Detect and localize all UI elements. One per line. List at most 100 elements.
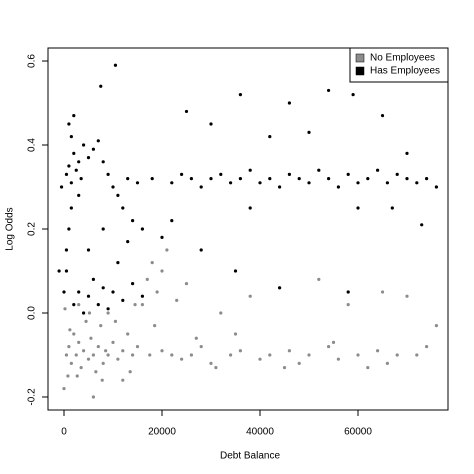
point: [101, 160, 105, 164]
point: [209, 177, 213, 181]
point: [155, 290, 159, 294]
point: [62, 290, 66, 294]
point: [106, 172, 110, 177]
point: [179, 357, 184, 361]
point: [189, 177, 193, 181]
point: [385, 361, 390, 365]
point: [121, 206, 125, 210]
point: [77, 160, 81, 164]
point: [67, 122, 71, 126]
point: [160, 269, 164, 273]
point: [77, 290, 81, 294]
point: [121, 349, 125, 353]
point: [228, 181, 233, 185]
point: [111, 290, 115, 294]
x-tick-label: 40000: [246, 427, 274, 438]
point: [86, 248, 91, 252]
point: [94, 370, 98, 374]
point: [327, 88, 331, 93]
point: [67, 344, 71, 349]
point: [128, 370, 132, 374]
x-tick-label: 20000: [148, 427, 176, 438]
point: [165, 248, 169, 252]
point: [184, 109, 189, 114]
point: [121, 378, 125, 382]
point: [170, 181, 174, 185]
point: [74, 353, 78, 357]
point: [126, 332, 130, 336]
legend-box: [349, 47, 449, 83]
legend-swatch: [355, 66, 365, 76]
point: [86, 156, 91, 160]
point: [405, 151, 409, 156]
point: [77, 340, 81, 344]
point: [69, 181, 73, 185]
point: [100, 378, 104, 382]
point: [287, 101, 292, 105]
point: [307, 353, 311, 357]
point: [268, 177, 272, 181]
point: [214, 365, 218, 370]
point: [351, 93, 355, 97]
point: [160, 235, 164, 239]
point: [268, 135, 272, 139]
y-axis-label: Log Odds: [5, 207, 16, 250]
point: [278, 286, 282, 290]
point: [248, 206, 252, 210]
point: [395, 172, 399, 177]
point: [96, 302, 100, 307]
point: [130, 353, 135, 357]
point: [111, 340, 115, 344]
x-tick-label: 60000: [344, 427, 372, 438]
point: [133, 302, 137, 307]
point: [111, 185, 115, 189]
point: [69, 135, 73, 139]
point: [170, 219, 174, 223]
point: [126, 177, 130, 181]
point: [68, 328, 72, 332]
point: [228, 353, 233, 357]
point: [184, 281, 189, 286]
x-axis-label: Debt Balance: [220, 451, 280, 462]
point: [106, 353, 110, 357]
point: [346, 172, 350, 177]
point: [96, 344, 100, 349]
y-tick-label: 0.6: [27, 54, 38, 68]
point: [101, 286, 105, 290]
point: [86, 294, 91, 298]
x-tick-label: 0: [61, 427, 67, 438]
point: [390, 206, 394, 210]
point: [91, 353, 95, 357]
point: [106, 311, 110, 315]
point: [101, 227, 105, 231]
point: [199, 344, 203, 349]
point: [72, 151, 76, 156]
point: [420, 223, 424, 227]
point: [99, 84, 103, 88]
point: [63, 307, 67, 311]
point: [145, 277, 149, 281]
point: [219, 311, 223, 315]
point: [238, 177, 243, 181]
point: [148, 353, 152, 357]
point: [356, 181, 360, 185]
point: [199, 248, 203, 252]
point: [209, 122, 213, 126]
point: [113, 319, 118, 323]
point: [135, 344, 140, 349]
point: [81, 143, 86, 147]
point: [87, 311, 92, 315]
y-tick-label: 0.0: [27, 306, 38, 320]
point: [317, 277, 321, 281]
point: [199, 185, 203, 189]
point: [140, 227, 144, 231]
point: [64, 172, 69, 177]
point: [179, 172, 184, 177]
point: [104, 349, 108, 353]
point: [91, 147, 95, 151]
point: [425, 177, 429, 181]
point: [331, 340, 336, 344]
point: [287, 349, 292, 353]
point: [238, 93, 243, 97]
